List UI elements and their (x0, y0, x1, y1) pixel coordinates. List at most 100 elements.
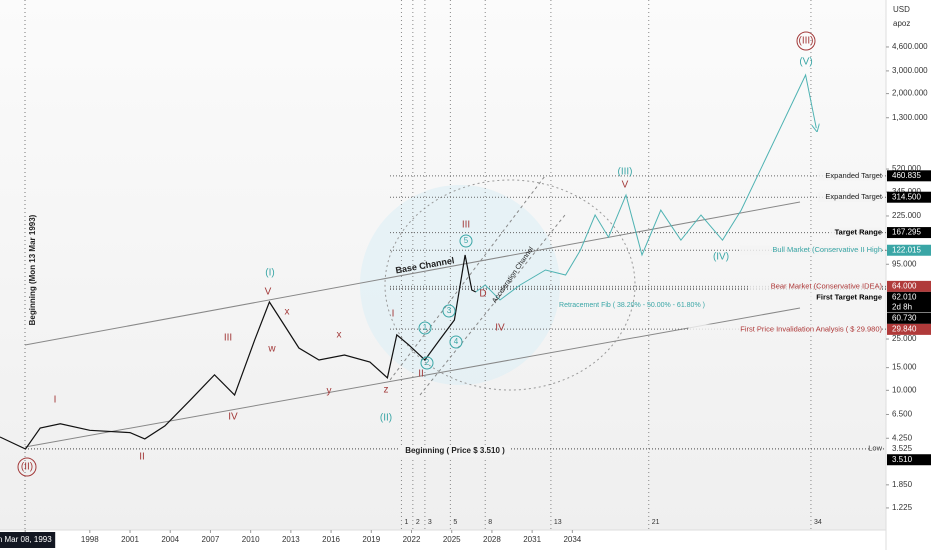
wave-label: III (462, 220, 470, 231)
x-tick-label: Mon Mar 08, 1993 (0, 535, 52, 544)
wave-label: III (224, 333, 232, 344)
price-box (887, 302, 931, 313)
wave-label: 5 (464, 236, 469, 245)
wave-label: IV (495, 323, 505, 334)
level-text: Target Range (835, 228, 882, 237)
time-fib-label: 5 (453, 519, 457, 526)
wave-circle (17, 457, 37, 477)
x-tick-label: 2004 (161, 535, 179, 544)
price-axis (886, 0, 932, 550)
y-tick-label: 95.000 (892, 259, 917, 268)
y-tick-label: 4,600.000 (892, 42, 928, 51)
x-tick-label: 2007 (202, 535, 220, 544)
price-label: 460.835 (892, 171, 921, 180)
level-text: Bear Market (Conservative IDEA) (771, 281, 883, 290)
y-tick-label: 225.000 (892, 211, 921, 220)
x-tick-label: 2034 (563, 535, 581, 544)
wave-label: II (139, 452, 145, 463)
wave-circle (442, 304, 456, 318)
level-text-bg (804, 292, 882, 303)
wave-circle (420, 356, 434, 370)
wave-label: (III) (618, 167, 633, 178)
wave-label: II (418, 369, 424, 380)
x-tick-label: 2010 (242, 535, 260, 544)
price-box (887, 312, 931, 324)
price-box (887, 227, 931, 239)
account: apoz (893, 19, 910, 28)
wave-label: z (384, 385, 389, 396)
y-tick-label: 3,000.000 (892, 66, 928, 75)
price-label: 3.525 (892, 444, 913, 453)
wave-label: (II) (21, 462, 33, 473)
price-label: 167.295 (892, 228, 921, 237)
note-bg (400, 445, 510, 457)
x-tick-label: 2031 (523, 535, 541, 544)
y-tick-label: 2,000.000 (892, 89, 928, 98)
acceleration-channel (389, 175, 546, 381)
y-tick-label: 520.000 (892, 164, 921, 173)
level-text-bg (817, 192, 882, 203)
time-fib-label: 34 (814, 519, 822, 526)
wave-label: 2 (425, 358, 430, 367)
wave-label: V (622, 180, 629, 191)
time-axis (0, 530, 886, 550)
wave-label: w (267, 344, 276, 355)
level-text-bg (817, 170, 882, 181)
annotation: Beginning ( Price $ 3.510 ) (405, 446, 505, 455)
level-text-bg (740, 245, 882, 256)
x-tick-label: 2028 (483, 535, 501, 544)
level-text: Bull Market (Conservative II High (772, 245, 882, 254)
wave-label: 3 (447, 306, 452, 315)
y-tick-label: 25.000 (892, 334, 917, 343)
wave-label: (V) (799, 57, 812, 68)
fib-ellipse (384, 179, 636, 391)
y-tick-label: 15.000 (892, 363, 917, 372)
wave-label: (I) (265, 268, 274, 279)
x-tick-label: 2016 (322, 535, 340, 544)
price-box (887, 191, 931, 203)
wave-label: x (337, 330, 342, 341)
x-tick-label: 2013 (282, 535, 300, 544)
wave-circle (418, 321, 432, 335)
wave-label: (III) (799, 36, 814, 47)
base-channel-lower (24, 307, 801, 448)
y-tick-label: 10.000 (892, 385, 917, 394)
wave-label: D (479, 289, 486, 300)
y-tick-label: 1.225 (892, 503, 913, 512)
price-box (887, 280, 931, 292)
x-tick-label: 1998 (81, 535, 99, 544)
time-fib-label: 8 (488, 519, 492, 526)
y-tick-label: 1.850 (892, 480, 913, 489)
price-box (887, 454, 931, 466)
level-text: First Price Invalidation Analysis ( $ 29… (740, 324, 882, 333)
price-label: 60.730 (892, 313, 917, 322)
time-fib-label: 13 (554, 519, 562, 526)
y-tick-label: 4.250 (892, 433, 913, 442)
wave-label: I (392, 309, 395, 320)
wave-label: V (265, 287, 272, 298)
y-tick-label: 1,300.000 (892, 113, 928, 122)
time-fib-label: 1 (404, 519, 408, 526)
price-label: 314.500 (892, 192, 921, 201)
level-text-bg (688, 324, 882, 335)
x-tick-box (0, 532, 56, 548)
price-line (475, 73, 817, 301)
y-tick-label: 345.000 (892, 187, 921, 196)
countdown: 2d 8h (892, 302, 912, 311)
wave-label: IV (228, 412, 238, 423)
time-fib-label: 3 (428, 519, 432, 526)
x-tick-label: 2001 (121, 535, 139, 544)
wave-circle (449, 335, 463, 349)
level-text-bg (748, 281, 882, 292)
wave-label: 4 (454, 337, 459, 346)
level-text: First Target Range (816, 292, 882, 301)
x-tick-label: 2019 (362, 535, 380, 544)
wave-label: x (285, 307, 290, 318)
level-text-bg (869, 443, 882, 454)
y-tick-label: 6.500 (892, 410, 913, 419)
price-label: 62.010 (892, 292, 917, 301)
level-text: Expanded Target (825, 192, 882, 201)
price-label: 122.015 (892, 245, 921, 254)
price-label: 64.000 (892, 281, 917, 290)
wave-label: I (54, 395, 57, 406)
